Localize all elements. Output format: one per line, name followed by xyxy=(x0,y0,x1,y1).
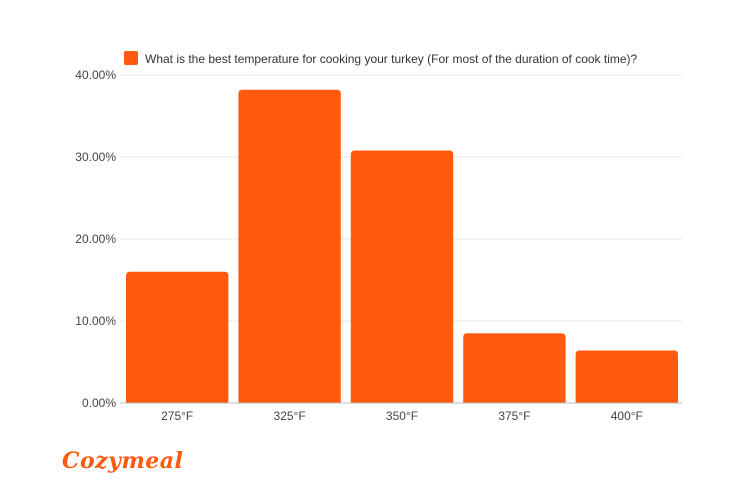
legend-swatch xyxy=(124,51,138,65)
y-tick-label: 30.00% xyxy=(75,150,116,164)
y-tick-label: 40.00% xyxy=(75,68,116,82)
cozymeal-logo: Cozymeal xyxy=(62,448,184,474)
bar xyxy=(238,89,341,403)
legend: What is the best temperature for cooking… xyxy=(124,51,638,66)
x-tick-label: 275°F xyxy=(161,409,193,423)
legend-label: What is the best temperature for cooking… xyxy=(145,52,638,66)
y-tick-label: 10.00% xyxy=(75,314,116,328)
x-tick-label: 350°F xyxy=(386,409,418,423)
bar xyxy=(463,333,566,403)
y-tick-label: 20.00% xyxy=(75,232,116,246)
x-tick-label: 400°F xyxy=(611,409,643,423)
y-tick-label: 0.00% xyxy=(82,396,116,410)
bars xyxy=(126,89,678,403)
x-axis-ticks: 275°F 325°F 350°F 375°F 400°F xyxy=(161,409,643,423)
bar xyxy=(575,350,678,403)
bar xyxy=(126,271,229,403)
bar xyxy=(350,150,454,403)
x-tick-label: 325°F xyxy=(274,409,306,423)
x-tick-label: 375°F xyxy=(498,409,530,423)
y-axis-ticks: 0.00% 10.00% 20.00% 30.00% 40.00% xyxy=(75,68,116,410)
